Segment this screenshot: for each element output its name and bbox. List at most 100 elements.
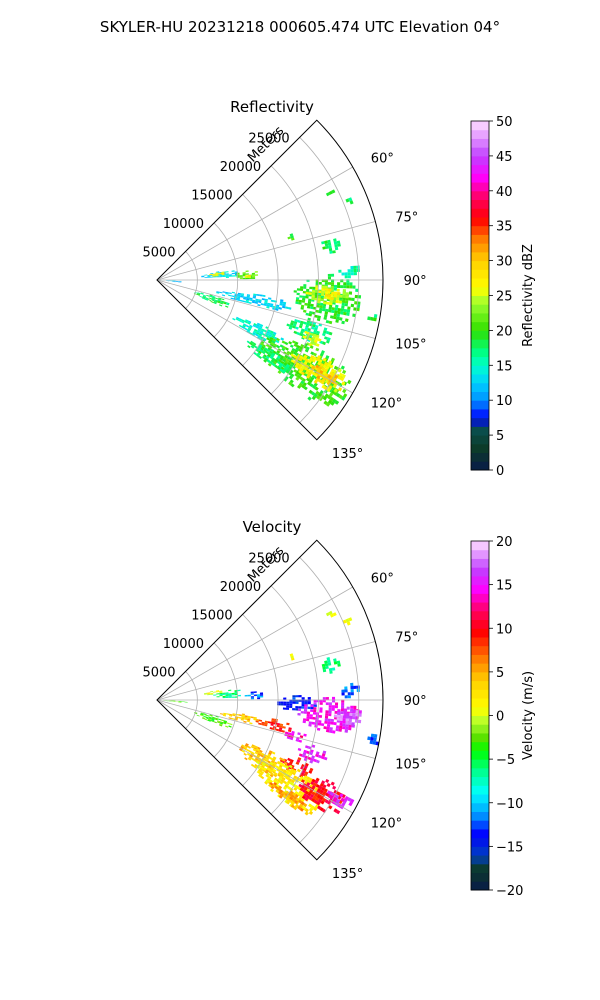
echo-gate	[271, 718, 275, 721]
echo-gate	[279, 357, 284, 361]
echo-gate	[228, 294, 232, 297]
colorbar-segment	[471, 628, 489, 638]
echo-gate	[269, 750, 273, 754]
echo-region	[220, 712, 260, 725]
echo-gate	[341, 699, 345, 703]
colorbar-segment	[471, 645, 489, 655]
echo-gate	[217, 299, 221, 302]
echo-gate	[239, 748, 243, 752]
echo-gate	[299, 803, 304, 808]
echo-gate	[231, 295, 235, 298]
echo-gate	[331, 707, 335, 711]
echo-gate	[297, 805, 302, 810]
echo-gate	[328, 331, 333, 336]
echo-gate	[286, 356, 291, 360]
colorbar-tick-label: 0	[496, 710, 504, 725]
echo-gate	[225, 725, 229, 728]
echo-gate	[311, 391, 316, 396]
echo-gate	[238, 318, 243, 321]
colorbar-tick-label: 0	[496, 464, 504, 479]
echo-gate	[265, 344, 270, 348]
echo-region	[213, 689, 241, 699]
echo-gate	[312, 795, 317, 800]
echo-gate	[277, 703, 281, 706]
echo-gate	[219, 274, 223, 277]
echo-gate	[350, 798, 355, 804]
echo-gate	[264, 722, 268, 725]
echo-gate	[323, 327, 328, 331]
echo-gate	[300, 344, 305, 348]
echo-gate	[217, 720, 221, 723]
echo-gate	[256, 748, 260, 752]
echo-gate	[241, 744, 245, 748]
echo-gate	[329, 613, 334, 618]
echo-gate	[295, 356, 300, 360]
echo-gate	[293, 343, 298, 348]
echo-gate	[344, 318, 349, 322]
echo-gate	[325, 291, 329, 295]
radial-tick-label: 15000	[191, 608, 232, 623]
echo-gate	[322, 330, 327, 334]
echo-gate	[315, 364, 320, 369]
echo-gate	[264, 758, 269, 763]
echo-gate	[319, 363, 324, 367]
echo-gate	[300, 798, 305, 803]
echo-gate	[331, 667, 336, 671]
echo-gate	[343, 309, 348, 313]
echo-gate	[278, 364, 282, 369]
echo-gate	[281, 777, 286, 781]
echo-gate	[288, 772, 292, 776]
echo-gate	[254, 745, 258, 749]
echo-gate	[272, 763, 276, 767]
echo-gate	[283, 701, 287, 704]
echo-gate	[313, 709, 317, 713]
echo-gate	[302, 720, 306, 724]
echo-gate	[311, 721, 316, 725]
echo-gate	[337, 375, 342, 380]
echo-gate	[344, 300, 349, 304]
colorbar-segment	[471, 724, 489, 734]
echo-gate	[208, 718, 212, 721]
echo-gate	[220, 719, 225, 722]
echo-gate	[341, 692, 345, 696]
echo-gate	[284, 765, 289, 769]
echo-gate	[269, 756, 273, 761]
echo-gate	[246, 296, 250, 299]
echo-gate	[323, 301, 327, 305]
echo-gate	[178, 281, 182, 282]
echo-gate	[222, 274, 226, 276]
echo-gate	[319, 302, 324, 306]
echo-gate	[254, 751, 259, 755]
echo-gate	[331, 307, 335, 311]
colorbar-segment	[471, 715, 489, 725]
echo-gate	[268, 338, 273, 342]
echo-gate	[358, 710, 362, 714]
echo-gate	[259, 294, 263, 297]
echo-gate	[290, 804, 295, 809]
echo-region	[193, 292, 230, 308]
echo-gate	[169, 280, 173, 282]
echo-gate	[345, 292, 349, 296]
echo-gate	[306, 711, 311, 715]
azimuth-tick-label: 105°	[395, 337, 426, 352]
echo-gate	[312, 286, 316, 290]
echo-gate	[244, 327, 248, 331]
echo-gate	[304, 808, 309, 813]
echo-layer	[160, 189, 378, 407]
echo-gate	[216, 291, 220, 293]
echo-gate	[348, 801, 353, 807]
echo-gate	[249, 722, 253, 725]
echo-gate	[342, 393, 348, 398]
echo-gate	[276, 724, 280, 728]
echo-gate	[324, 393, 329, 398]
echo-gate	[313, 806, 318, 812]
echo-gate	[355, 288, 359, 292]
echo-gate	[290, 759, 294, 763]
echo-gate	[245, 270, 249, 273]
colorbar-tick-label: 50	[496, 115, 513, 130]
echo-gate	[244, 694, 248, 697]
echo-gate	[271, 357, 276, 361]
echo-gate	[298, 783, 303, 788]
echo-gate	[282, 769, 287, 773]
echo-gate	[243, 752, 247, 756]
